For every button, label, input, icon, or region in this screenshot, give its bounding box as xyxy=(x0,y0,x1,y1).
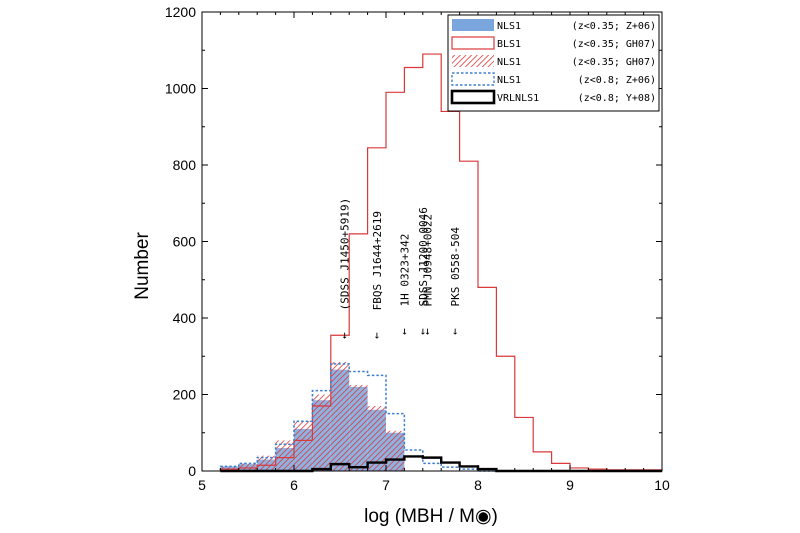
bar-s2-1 xyxy=(238,463,258,471)
legend-note-3: (z<0.8; Z+06) xyxy=(578,75,656,86)
y-tick-label-6: 1200 xyxy=(165,4,196,20)
bar-s2-9 xyxy=(386,430,405,471)
annotation-label-5: PKS 0558-504 xyxy=(449,227,462,307)
bar-s2-4 xyxy=(294,421,313,471)
y-tick-label-0: 0 xyxy=(188,463,196,479)
legend-label-0: NLS1 xyxy=(497,21,521,32)
legend-note-0: (z<0.35; Z+06) xyxy=(572,21,656,32)
series-layer xyxy=(219,53,663,473)
annotation-arrow-3: ↓ xyxy=(419,325,426,338)
legend: NLS1 (z<0.35; Z+06) BLS1 (z<0.35; GH07) NLS1… xyxy=(447,14,660,112)
y-axis-title: Number xyxy=(132,232,153,300)
legend-label-3: NLS1 xyxy=(497,75,521,86)
y-tick-label-3: 600 xyxy=(173,234,197,250)
legend-note-2: (z<0.35; GH07) xyxy=(572,57,656,68)
legend-note-1: (z<0.35; GH07) xyxy=(572,39,656,50)
legend-label-2: NLS1 xyxy=(497,57,521,68)
legend-swatch-0 xyxy=(452,19,494,31)
y-tick-label-1: 200 xyxy=(173,387,197,403)
annotation-label-3: SDSS J1200-0046 xyxy=(417,207,430,306)
legend-swatch-2 xyxy=(452,55,494,67)
x-tick-label-3: 8 xyxy=(474,477,482,493)
bar-s2-7 xyxy=(349,384,368,471)
legend-swatch-1 xyxy=(451,36,495,50)
series-1 xyxy=(219,53,663,471)
legend-label-1: BLS1 xyxy=(497,39,521,50)
legend-label-4: VRLNLS1 xyxy=(497,93,539,104)
legend-note-4: (z<0.8; Y+08) xyxy=(578,93,656,104)
annotation-label-4: PMN J0948+0022 xyxy=(421,214,434,307)
x-tick-label-5: 10 xyxy=(654,477,670,493)
annotation-layer: (SDSS J1450+5919) ↓ FBQS J1644+2619 ↓ 1H 032… xyxy=(339,198,462,342)
bar-s2-2 xyxy=(257,455,276,471)
bar-s2-6 xyxy=(330,361,350,471)
bar-s2-8 xyxy=(367,405,386,471)
series-2 xyxy=(220,361,405,471)
annotation-arrow-1: ↓ xyxy=(373,328,380,341)
annotation-label-0: (SDSS J1450+5919) xyxy=(339,198,352,311)
x-tick-label-1: 6 xyxy=(290,477,298,493)
y-tick-label-5: 1000 xyxy=(165,81,196,97)
series-line-1 xyxy=(219,53,663,471)
bar-s2-5 xyxy=(312,394,331,471)
annotation-arrow-2: ↓ xyxy=(401,325,408,338)
y-tick-label-4: 800 xyxy=(173,157,197,173)
annotation-arrow-4: ↓ xyxy=(424,325,431,338)
annotation-arrow-5: ↓ xyxy=(452,325,459,338)
bar-s2-3 xyxy=(275,440,294,471)
y-tick-label-2: 400 xyxy=(173,310,197,326)
annotation-arrow-0: ↓ xyxy=(341,328,348,341)
annotation-label-1: FBQS J1644+2619 xyxy=(371,211,384,310)
x-tick-label-2: 7 xyxy=(382,477,390,493)
x-tick-label-0: 5 xyxy=(198,477,206,493)
x-axis-title: log (MBH / M◉) xyxy=(364,506,498,527)
legend-swatch-4 xyxy=(450,89,496,105)
annotation-label-2: 1H 0323+342 xyxy=(398,234,411,307)
x-tick-label-4: 9 xyxy=(566,477,574,493)
